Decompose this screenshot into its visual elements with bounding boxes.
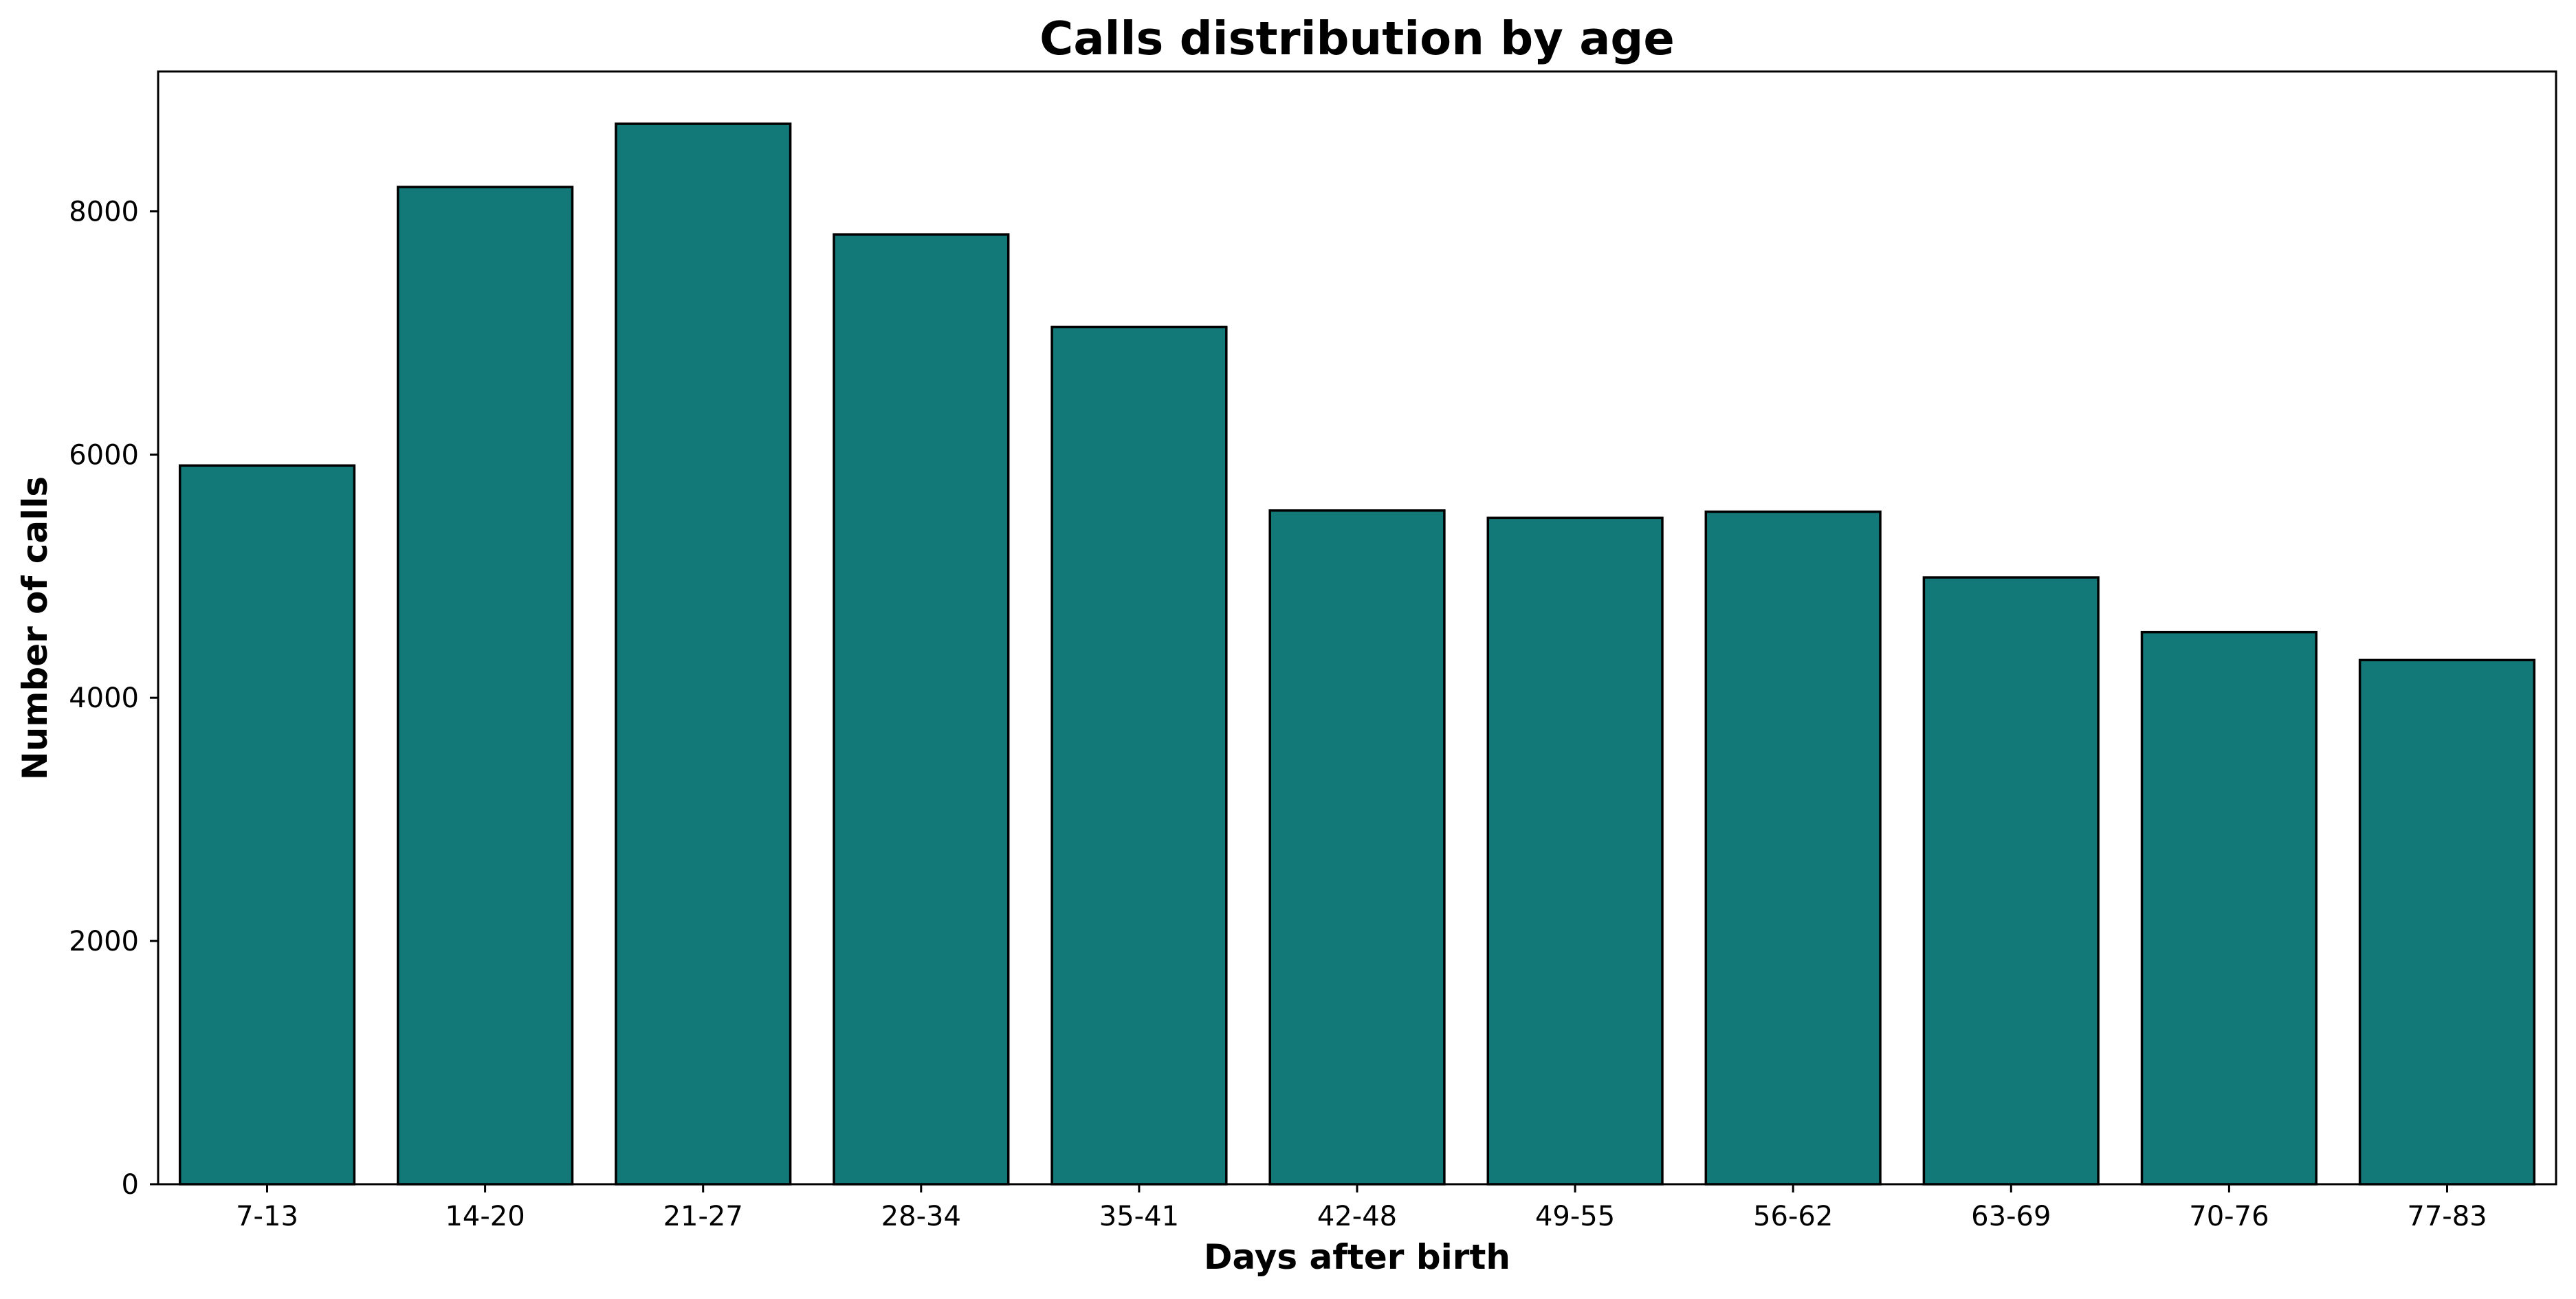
y-tick-label: 0 xyxy=(122,1169,139,1201)
x-ticks-group: 7-13 14-20 21-27 28-34 35-41 42-48 49-55 56-62 6… xyxy=(236,1184,2487,1232)
x-tick-label: 28-34 xyxy=(881,1201,961,1232)
bar-56-62 xyxy=(1704,510,1882,1186)
x-tick-label: 63-69 xyxy=(1971,1201,2051,1232)
x-tick-label: 70-76 xyxy=(2189,1201,2269,1232)
bar-21-27 xyxy=(615,122,792,1186)
chart-title: Calls distribution by age xyxy=(1039,12,1675,65)
x-tick-label: 49-55 xyxy=(1535,1201,1615,1232)
x-tick-label: 7-13 xyxy=(236,1201,298,1232)
bar-14-20 xyxy=(397,186,574,1186)
bar-28-34 xyxy=(833,233,1010,1186)
bar-42-48 xyxy=(1268,509,1446,1186)
y-tick-label: 2000 xyxy=(69,926,139,957)
x-tick-label: 42-48 xyxy=(1317,1201,1397,1232)
x-tick-label: 14-20 xyxy=(445,1201,525,1232)
y-axis-label: Number of calls xyxy=(15,476,55,780)
y-tick-label: 4000 xyxy=(69,682,139,714)
x-tick-label: 77-83 xyxy=(2407,1201,2487,1232)
x-tick-label: 56-62 xyxy=(1753,1201,1833,1232)
bars-group xyxy=(178,122,2536,1186)
bar-49-55 xyxy=(1486,516,1664,1186)
y-ticks-group: 0 2000 4000 6000 8000 xyxy=(69,197,158,1201)
x-tick-label: 35-41 xyxy=(1099,1201,1179,1232)
x-axis-label: Days after birth xyxy=(1204,1237,1510,1277)
bar-77-83 xyxy=(2358,658,2536,1186)
y-tick-label: 8000 xyxy=(69,197,139,228)
bar-7-13 xyxy=(178,464,356,1186)
y-tick-label: 6000 xyxy=(69,439,139,471)
bar-63-69 xyxy=(1922,576,2100,1186)
x-tick-label: 21-27 xyxy=(663,1201,743,1232)
plot-frame xyxy=(157,70,2557,1186)
bar-35-41 xyxy=(1050,325,1228,1186)
bar-70-76 xyxy=(2140,630,2318,1186)
